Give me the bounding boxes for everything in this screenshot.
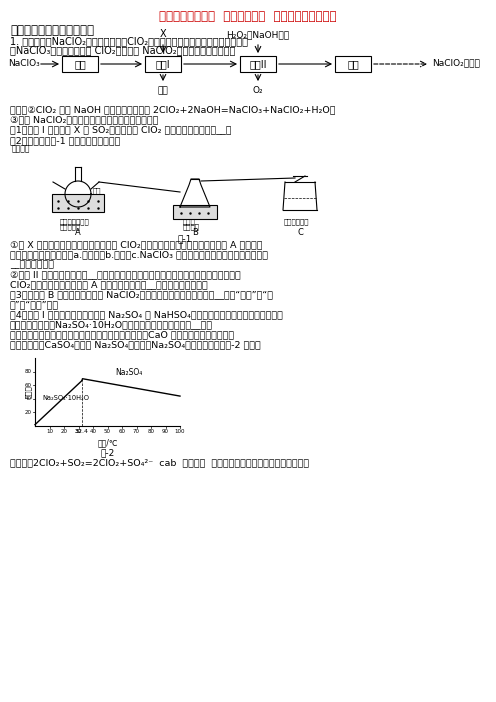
FancyBboxPatch shape	[62, 56, 98, 72]
FancyBboxPatch shape	[335, 56, 371, 72]
Text: 氯酸钓、硫酸、: 氯酸钓、硫酸、	[60, 218, 90, 225]
Text: 浴）。已知：CaSO₄不溶于 Na₂SO₄水溶液；Na₂SO₄的溶解度曲线如图-2 所示。: 浴）。已知：CaSO₄不溶于 Na₂SO₄水溶液；Na₂SO₄的溶解度曲线如图-…	[10, 340, 261, 349]
Text: 溶解: 溶解	[74, 59, 86, 69]
Text: 双氧水: 双氧水	[183, 218, 196, 225]
Text: ①若 X 为硫磺与浓硫酸，也可反应生成 ClO₂，该反应较剧烈，若该反应在装置 A 的三颤烧: ①若 X 为硫磺与浓硫酸，也可反应生成 ClO₂，该反应较剧烈，若该反应在装置 …	[10, 240, 262, 249]
Bar	[52, 194, 104, 212]
Text: 32.4: 32.4	[75, 429, 89, 434]
Text: Na₂SO₄: Na₂SO₄	[115, 368, 142, 377]
Text: 30: 30	[75, 429, 82, 434]
Text: __（填字母）。: __（填字母）。	[10, 260, 54, 269]
Text: 图-1: 图-1	[178, 234, 192, 243]
Text: 20: 20	[25, 410, 32, 415]
Text: 60: 60	[25, 383, 32, 388]
Text: B: B	[192, 228, 198, 237]
Text: 【答案】2ClO₂+SO₂=2ClO₂+SO₄²⁻  cab  作还原剤  水浴加热时控制温度不能过高（或加一: 【答案】2ClO₂+SO₂=2ClO₂+SO₄²⁻ cab 作还原剤 水浴加热时…	[10, 458, 309, 467]
Text: 反应I: 反应I	[156, 59, 170, 69]
Text: 瓶中进行，则三种试剤（a.浓硫酸；b.硫磺；c.NaClO₃ 溶液）添加入三颤烧瓶的顺序依次为: 瓶中进行，则三种试剤（a.浓硫酸；b.硫磺；c.NaClO₃ 溶液）添加入三颤烧…	[10, 250, 268, 259]
Text: 40: 40	[25, 397, 32, 402]
Text: 一、高中化学氧唲还原反应: 一、高中化学氧唲还原反应	[10, 24, 94, 37]
Text: NaClO₃: NaClO₃	[8, 58, 40, 67]
Text: 滤液一步处理后排放（实验中须使用的试剤和设备有：CaO 固体、酒精、冰水和冰水: 滤液一步处理后排放（实验中须使用的试剤和设备有：CaO 固体、酒精、冰水和冰水	[10, 330, 234, 339]
Text: 50: 50	[104, 429, 111, 434]
Text: 硫磺混合物: 硫磺混合物	[60, 223, 81, 230]
Text: Na₂SO₄·10H₂O: Na₂SO₄·10H₂O	[42, 395, 89, 401]
Text: 压”或“加压”）。: 压”或“加压”）。	[10, 300, 59, 309]
Text: H₂O₂、NaOH溶液: H₂O₂、NaOH溶液	[227, 30, 290, 39]
Text: X: X	[160, 29, 166, 39]
FancyBboxPatch shape	[145, 56, 181, 72]
Text: 20: 20	[61, 429, 67, 434]
Text: 80: 80	[147, 429, 154, 434]
Text: 蒸发: 蒸发	[347, 59, 359, 69]
Text: ③无水 NaClO₂性质稳定，有水存在时受热易分解。: ③无水 NaClO₂性质稳定，有水存在时受热易分解。	[10, 115, 158, 124]
Text: 已知：②ClO₂ 可被 NaOH 溶液吸收，反应为 2ClO₂+2NaOH=NaClO₃+NaClO₂+H₂O。: 已知：②ClO₂ 可被 NaOH 溶液吸收，反应为 2ClO₂+2NaOH=Na…	[10, 105, 335, 114]
Text: A: A	[75, 228, 81, 237]
Text: 100: 100	[175, 429, 185, 434]
Bar	[173, 205, 217, 219]
Text: 温度/℃: 温度/℃	[97, 438, 118, 447]
Text: 70: 70	[133, 429, 140, 434]
Text: 为从中获得芒稔（Na₂SO₄·10H₂O），请补充完整实验方案：__。将: 为从中获得芒稔（Na₂SO₄·10H₂O），请补充完整实验方案：__。将	[10, 320, 213, 329]
Text: NaClO₂粗产品: NaClO₂粗产品	[432, 58, 480, 67]
Text: 氢氧化钓溶液: 氢氧化钓溶液	[284, 218, 310, 225]
Text: 40: 40	[89, 429, 97, 434]
Text: C: C	[297, 228, 303, 237]
Text: （NaClO₃）为原料先制得 ClO₂，再制备 NaClO₂粗产品，其流程如图：: （NaClO₃）为原料先制得 ClO₂，再制备 NaClO₂粗产品，其流程如图：	[10, 45, 236, 55]
FancyBboxPatch shape	[240, 56, 276, 72]
Text: 1. 亚氯酸钓（NaClO₂）是二氧化氯（ClO₂）泡腾片的主要成分，实验室以氯酸钓: 1. 亚氯酸钓（NaClO₂）是二氧化氯（ClO₂）泡腾片的主要成分，实验室以氯…	[10, 36, 248, 46]
Text: （3）将装置 B 中溶液蒸发可析出 NaClO₂，蒸发过程中宜控制的条件为__（填“减压”、“常: （3）将装置 B 中溶液蒸发可析出 NaClO₂，蒸发过程中宜控制的条件为__（…	[10, 290, 273, 299]
Text: 氢氧化钓: 氢氧化钓	[183, 223, 200, 230]
Text: 图-2: 图-2	[100, 448, 115, 457]
Text: 反应II: 反应II	[249, 59, 267, 69]
Text: ClO₂吸收率的操作有：装置 A 中分批加入硫磺、__（写出一种即可）。: ClO₂吸收率的操作有：装置 A 中分批加入硫磺、__（写出一种即可）。	[10, 280, 208, 289]
Text: 10: 10	[46, 429, 53, 434]
Text: 80: 80	[25, 369, 32, 374]
Text: （4）反应 I 所得废液中主要溶质为 Na₂SO₄ 和 NaHSO₄，直接排放会污染环境且浪费资源。: （4）反应 I 所得废液中主要溶质为 Na₂SO₄ 和 NaHSO₄，直接排放会…	[10, 310, 283, 319]
Text: 90: 90	[162, 429, 169, 434]
Text: 溶解度: 溶解度	[25, 385, 32, 398]
Text: 水浴: 水浴	[93, 187, 102, 194]
Text: 可通气体: 可通气体	[12, 144, 30, 153]
Text: （2）实验在如图-1 所示的装置中进行。: （2）实验在如图-1 所示的装置中进行。	[10, 136, 121, 145]
Text: O₂: O₂	[252, 86, 263, 95]
Text: 废液: 废液	[158, 86, 168, 95]
Text: 60: 60	[119, 429, 125, 434]
Text: （1）反应 I 中若物质 X 为 SO₂，则该制备 ClO₂ 反应的离子方程式为__。: （1）反应 I 中若物质 X 为 SO₂，则该制备 ClO₂ 反应的离子方程式为…	[10, 125, 232, 134]
Text: ②反应 II 中双氧水的作用是__，保持反应时间、反应物和溶剤的用量不变，实验中提高: ②反应 II 中双氧水的作用是__，保持反应时间、反应物和溶剤的用量不变，实验中…	[10, 270, 241, 279]
Text: 备战高考化学二轮  氧化还原反应  专项培优附答案解析: 备战高考化学二轮 氧化还原反应 专项培优附答案解析	[159, 10, 337, 23]
